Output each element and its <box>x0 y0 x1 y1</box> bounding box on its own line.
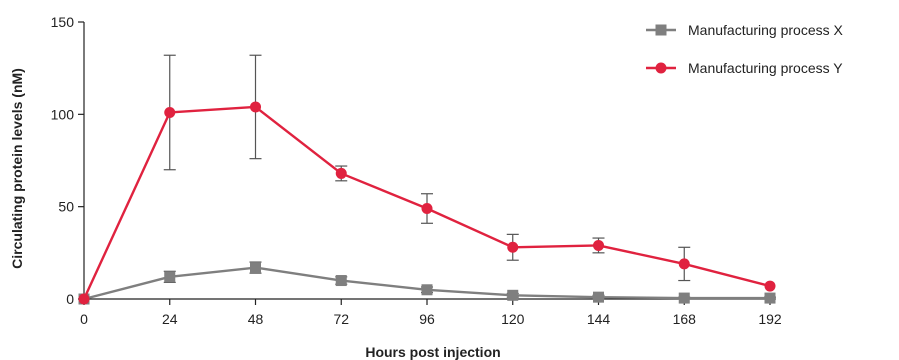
data-point <box>164 106 176 118</box>
legend: Manufacturing process X Manufacturing pro… <box>646 22 844 76</box>
legend-marker <box>655 24 667 36</box>
data-point <box>335 167 347 179</box>
series-layer <box>78 54 776 305</box>
x-tick-label: 120 <box>501 311 525 327</box>
data-point <box>593 239 604 251</box>
legend-item: Manufacturing process X <box>646 22 844 38</box>
data-point <box>250 262 261 274</box>
x-tick-label: 0 <box>80 311 88 327</box>
x-axis-title: Hours post injection <box>365 344 500 360</box>
y-tick-label: 0 <box>66 291 74 307</box>
data-point <box>164 271 176 283</box>
data-point <box>764 280 776 292</box>
legend-label: Manufacturing process X <box>688 22 844 38</box>
y-axis-title: Circulating protein levels (nM) <box>9 68 25 269</box>
data-point <box>678 258 690 270</box>
y-tick-label: 50 <box>58 199 74 215</box>
y-tick-label: 100 <box>51 106 75 122</box>
data-point <box>421 203 433 215</box>
x-tick-label: 24 <box>162 311 178 327</box>
data-point <box>507 241 519 253</box>
data-point <box>78 293 90 305</box>
x-tick-label: 192 <box>758 311 782 327</box>
y-tick-label: 150 <box>51 14 75 30</box>
data-point <box>335 275 347 287</box>
legend-label: Manufacturing process Y <box>688 60 843 76</box>
data-point <box>764 292 776 304</box>
x-tick-label: 168 <box>673 311 697 327</box>
data-point <box>421 284 433 296</box>
series-process-y <box>78 54 776 305</box>
data-point <box>250 101 261 113</box>
legend-item: Manufacturing process Y <box>646 60 843 76</box>
x-tick-label: 96 <box>419 311 435 327</box>
x-tick-label: 48 <box>248 311 264 327</box>
axes: 0 24 48 72 96 120 144 168 192 0 50 100 150 <box>51 14 782 327</box>
x-tick-label: 144 <box>587 311 611 327</box>
series-process-x <box>78 261 776 305</box>
data-point <box>593 291 604 303</box>
data-point <box>678 292 690 304</box>
x-tick-label: 72 <box>333 311 349 327</box>
legend-marker <box>655 62 667 74</box>
data-point <box>507 289 519 301</box>
